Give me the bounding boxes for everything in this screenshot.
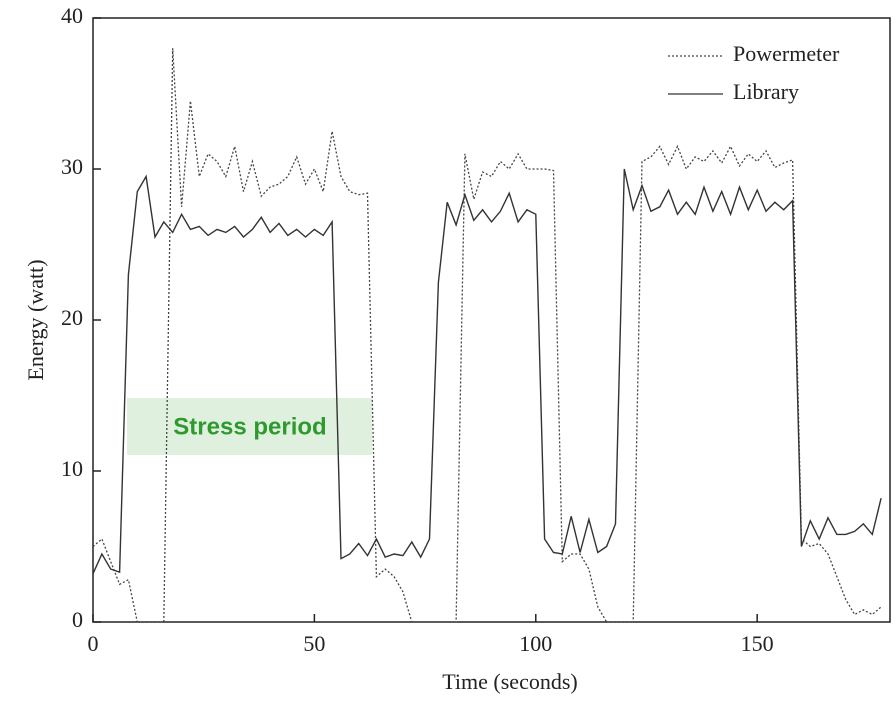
- y-tick-label: 30: [61, 154, 83, 179]
- y-tick-label: 10: [61, 456, 83, 481]
- series-line: [92, 168, 882, 574]
- y-tick-label: 0: [72, 607, 83, 632]
- series-line: [92, 48, 882, 623]
- x-axis-label: Time (seconds): [442, 669, 577, 694]
- plot-frame: [92, 17, 891, 623]
- x-tick-label: 0: [88, 631, 99, 656]
- legend-label: Library: [733, 79, 799, 104]
- annotation-box: [127, 398, 372, 455]
- y-tick-label: 20: [61, 305, 83, 330]
- x-tick-label: 150: [741, 631, 774, 656]
- legend-label: Powermeter: [733, 41, 840, 66]
- y-axis-label: Energy (watt): [23, 259, 48, 380]
- x-tick-label: 50: [303, 631, 325, 656]
- annotation: Stress period: [173, 413, 326, 440]
- x-tick-label: 100: [519, 631, 552, 656]
- y-tick-label: 40: [61, 3, 83, 28]
